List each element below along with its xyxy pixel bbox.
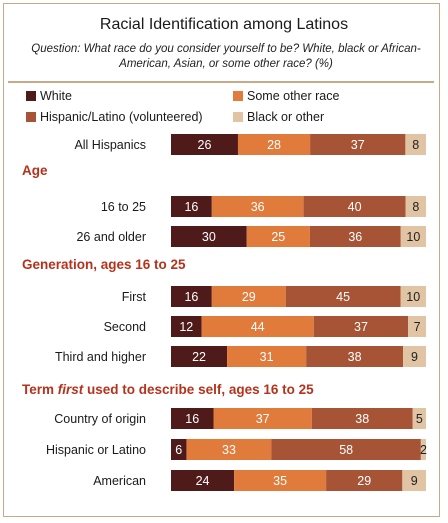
bar-hispanic-or-latino-some-other-race — [186, 439, 272, 460]
legend-swatch-hispanic-latino — [26, 112, 36, 122]
legend-label-black-or-other: Black or other — [247, 110, 325, 124]
section-heading-term-first: Term first used to describe self, ages 1… — [22, 382, 314, 397]
legend-label-hispanic-latino: Hispanic/Latino (volunteered) — [40, 110, 203, 124]
data-label-hispanic-or-latino-hispanic-latino-volunteered: 58 — [339, 443, 353, 457]
bar-third-and-higher-hispanic-latino-volunteered — [306, 346, 404, 367]
bar-16-to-25-white — [171, 196, 212, 217]
bar-26-and-older-hispanic-latino-volunteered — [309, 226, 401, 247]
section-heading-generation: Generation, ages 16 to 25 — [22, 257, 186, 272]
data-label-26-and-older-white: 30 — [202, 230, 216, 244]
bar-first-black-or-other — [400, 286, 426, 307]
legend-swatch-some-other-race — [233, 91, 243, 101]
bar-second-some-other-race — [201, 316, 314, 337]
data-label-american-hispanic-latino-volunteered: 29 — [357, 474, 371, 488]
row-label-hispanic-or-latino: Hispanic or Latino — [45, 443, 146, 457]
bar-16-to-25-black-or-other — [405, 196, 426, 217]
data-label-26-and-older-black-or-other: 10 — [406, 230, 420, 244]
data-label-16-to-25-some-other-race: 36 — [251, 200, 265, 214]
bar-country-of-origin-hispanic-latino-volunteered — [311, 408, 413, 429]
bar-26-and-older-white — [171, 226, 247, 247]
bar-hispanic-or-latino-white — [171, 439, 187, 460]
bar-country-of-origin-white — [171, 408, 214, 429]
bar-third-and-higher-black-or-other — [403, 346, 426, 367]
data-label-26-and-older-hispanic-latino-volunteered: 36 — [348, 230, 362, 244]
bar-all-hispanics-some-other-race — [237, 134, 311, 155]
data-label-third-and-higher-hispanic-latino-volunteered: 38 — [348, 350, 362, 364]
data-label-second-hispanic-latino-volunteered: 37 — [354, 320, 368, 334]
data-label-country-of-origin-hispanic-latino-volunteered: 38 — [355, 412, 369, 426]
bar-american-hispanic-latino-volunteered — [326, 470, 403, 491]
row-label-third-and-higher: Third and higher — [54, 350, 146, 364]
data-label-country-of-origin-black-or-other: 5 — [416, 412, 423, 426]
data-label-third-and-higher-black-or-other: 9 — [411, 350, 418, 364]
bar-country-of-origin-some-other-race — [213, 408, 312, 429]
section-heading-age: Age — [22, 163, 48, 178]
data-label-american-black-or-other: 9 — [411, 474, 418, 488]
data-label-country-of-origin-some-other-race: 37 — [256, 412, 270, 426]
bar-16-to-25-hispanic-latino-volunteered — [303, 196, 406, 217]
bar-26-and-older-black-or-other — [400, 226, 426, 247]
bar-26-and-older-some-other-race — [246, 226, 310, 247]
bar-16-to-25-some-other-race — [211, 196, 304, 217]
bar-all-hispanics-black-or-other — [405, 134, 426, 155]
data-label-third-and-higher-white: 22 — [192, 350, 206, 364]
bar-second-black-or-other — [408, 316, 426, 337]
data-label-first-some-other-race: 29 — [242, 290, 256, 304]
bar-third-and-higher-white — [171, 346, 228, 367]
data-label-country-of-origin-white: 16 — [185, 412, 199, 426]
row-label-first: First — [121, 290, 146, 304]
bar-all-hispanics-white — [171, 134, 238, 155]
data-label-second-white: 12 — [179, 320, 193, 334]
bar-third-and-higher-some-other-race — [227, 346, 307, 367]
bar-hispanic-or-latino-hispanic-latino-volunteered — [271, 439, 421, 460]
data-label-16-to-25-hispanic-latino-volunteered: 40 — [348, 200, 362, 214]
data-label-all-hispanics-white: 26 — [198, 138, 212, 152]
data-label-second-black-or-other: 7 — [414, 320, 421, 334]
data-label-all-hispanics-black-or-other: 8 — [412, 138, 419, 152]
data-label-hispanic-or-latino-some-other-race: 33 — [222, 443, 236, 457]
legend-swatch-white — [26, 91, 36, 101]
bar-all-hispanics-hispanic-latino-volunteered — [310, 134, 406, 155]
bar-first-some-other-race — [211, 286, 286, 307]
row-label-second: Second — [103, 320, 146, 334]
data-label-26-and-older-some-other-race: 25 — [271, 230, 285, 244]
row-label-american: American — [93, 474, 146, 488]
legend-label-white: White — [40, 89, 72, 103]
data-label-third-and-higher-some-other-race: 31 — [260, 350, 274, 364]
data-label-16-to-25-white: 16 — [184, 200, 198, 214]
bar-second-hispanic-latino-volunteered — [313, 316, 409, 337]
bar-second-white — [171, 316, 202, 337]
row-label-26-and-older: 26 and older — [76, 230, 146, 244]
data-label-hispanic-or-latino-white: 6 — [175, 443, 182, 457]
legend-label-some-other-race: Some other race — [247, 89, 340, 103]
bar-american-some-other-race — [234, 470, 327, 491]
row-label-all-hispanics: All Hispanics — [74, 138, 146, 152]
data-label-all-hispanics-hispanic-latino-volunteered: 37 — [351, 138, 365, 152]
bar-hispanic-or-latino-black-or-other — [420, 439, 426, 460]
data-label-second-some-other-race: 44 — [251, 320, 265, 334]
data-label-american-white: 24 — [196, 474, 210, 488]
data-label-all-hispanics-some-other-race: 28 — [267, 138, 281, 152]
data-label-hispanic-or-latino-black-or-other: 2 — [420, 443, 427, 457]
title-divider — [8, 81, 434, 83]
data-label-first-black-or-other: 10 — [406, 290, 420, 304]
chart-frame — [3, 3, 440, 517]
row-label-country-of-origin: Country of origin — [54, 412, 146, 426]
chart-subtitle: Question: What race do you consider your… — [31, 43, 421, 70]
bar-country-of-origin-black-or-other — [412, 408, 426, 429]
legend-swatch-black-or-other — [233, 112, 243, 122]
data-label-first-hispanic-latino-volunteered: 45 — [336, 290, 350, 304]
bar-american-black-or-other — [402, 470, 426, 491]
row-label-16-to-25: 16 to 25 — [100, 200, 146, 214]
chart-title: Racial Identification among Latinos — [99, 16, 349, 33]
bar-first-white — [171, 286, 212, 307]
data-label-16-to-25-black-or-other: 8 — [412, 200, 419, 214]
data-label-first-white: 16 — [184, 290, 198, 304]
bar-first-hispanic-latino-volunteered — [285, 286, 401, 307]
data-label-american-some-other-race: 35 — [273, 474, 287, 488]
bar-american-white — [171, 470, 235, 491]
